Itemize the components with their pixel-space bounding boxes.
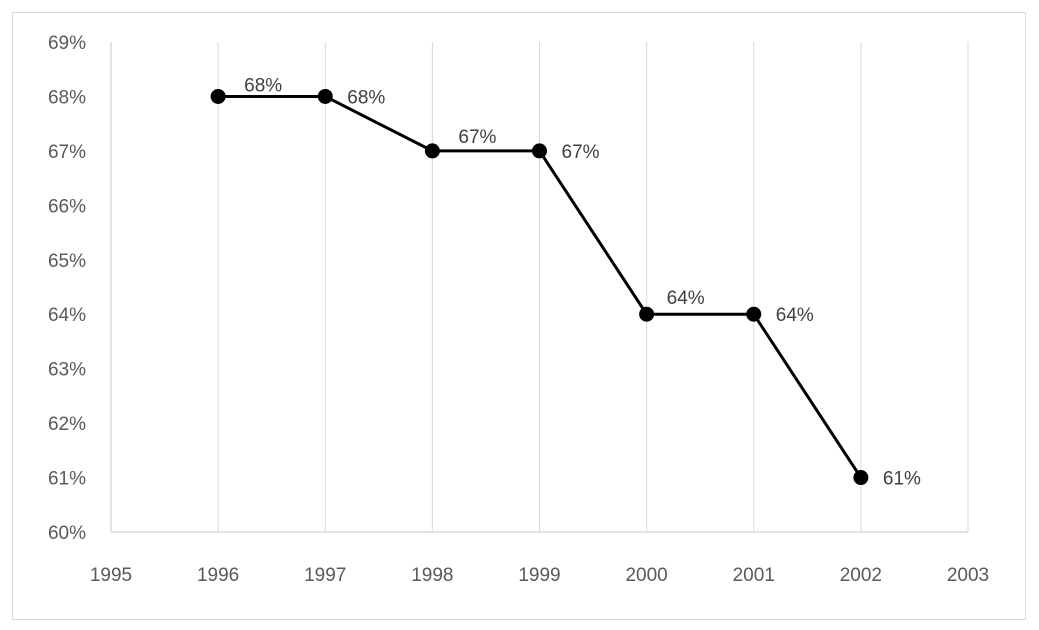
data-point <box>532 143 547 159</box>
x-tick-label: 1999 <box>518 565 560 586</box>
data-labels: 68% 68% 67% 67% 64% 64% 61% <box>244 75 921 489</box>
data-label: 61% <box>883 469 921 490</box>
y-tick-label: 65% <box>48 251 86 272</box>
data-point <box>424 143 440 159</box>
x-tick-label: 2003 <box>947 565 989 586</box>
y-tick-label: 68% <box>48 87 86 108</box>
y-tick-label: 63% <box>48 360 86 381</box>
x-tick-label: 2000 <box>625 565 667 586</box>
data-point <box>317 88 333 104</box>
x-tick-label: 2002 <box>840 565 882 586</box>
chart-area <box>12 12 1026 620</box>
data-point <box>639 306 655 322</box>
x-tick-label: 1998 <box>411 565 453 586</box>
x-tick-label: 1997 <box>304 565 346 586</box>
data-label: 68% <box>244 75 282 96</box>
y-tick-label: 66% <box>48 196 86 217</box>
data-label: 68% <box>347 87 385 108</box>
y-tick-label: 60% <box>48 523 86 544</box>
data-label: 67% <box>458 127 496 148</box>
y-tick-label: 64% <box>48 305 86 326</box>
y-tick-label: 67% <box>48 142 86 163</box>
axes: 1995 1996 1997 1998 1999 2000 2001 2002 2003 60% 6… <box>48 33 989 586</box>
data-label: 67% <box>562 142 600 163</box>
y-tick-label: 61% <box>48 469 86 490</box>
data-point <box>746 306 762 322</box>
data-point <box>210 88 226 104</box>
data-label: 64% <box>776 305 814 326</box>
data-point <box>853 470 869 486</box>
y-tick-label: 62% <box>48 414 86 435</box>
x-tick-label: 1995 <box>90 565 132 586</box>
x-tick-label: 1996 <box>197 565 239 586</box>
series <box>210 88 869 486</box>
x-tick-label: 2001 <box>733 565 775 586</box>
data-label: 64% <box>667 288 705 309</box>
y-tick-label: 69% <box>48 33 86 54</box>
gridlines <box>217 42 969 532</box>
